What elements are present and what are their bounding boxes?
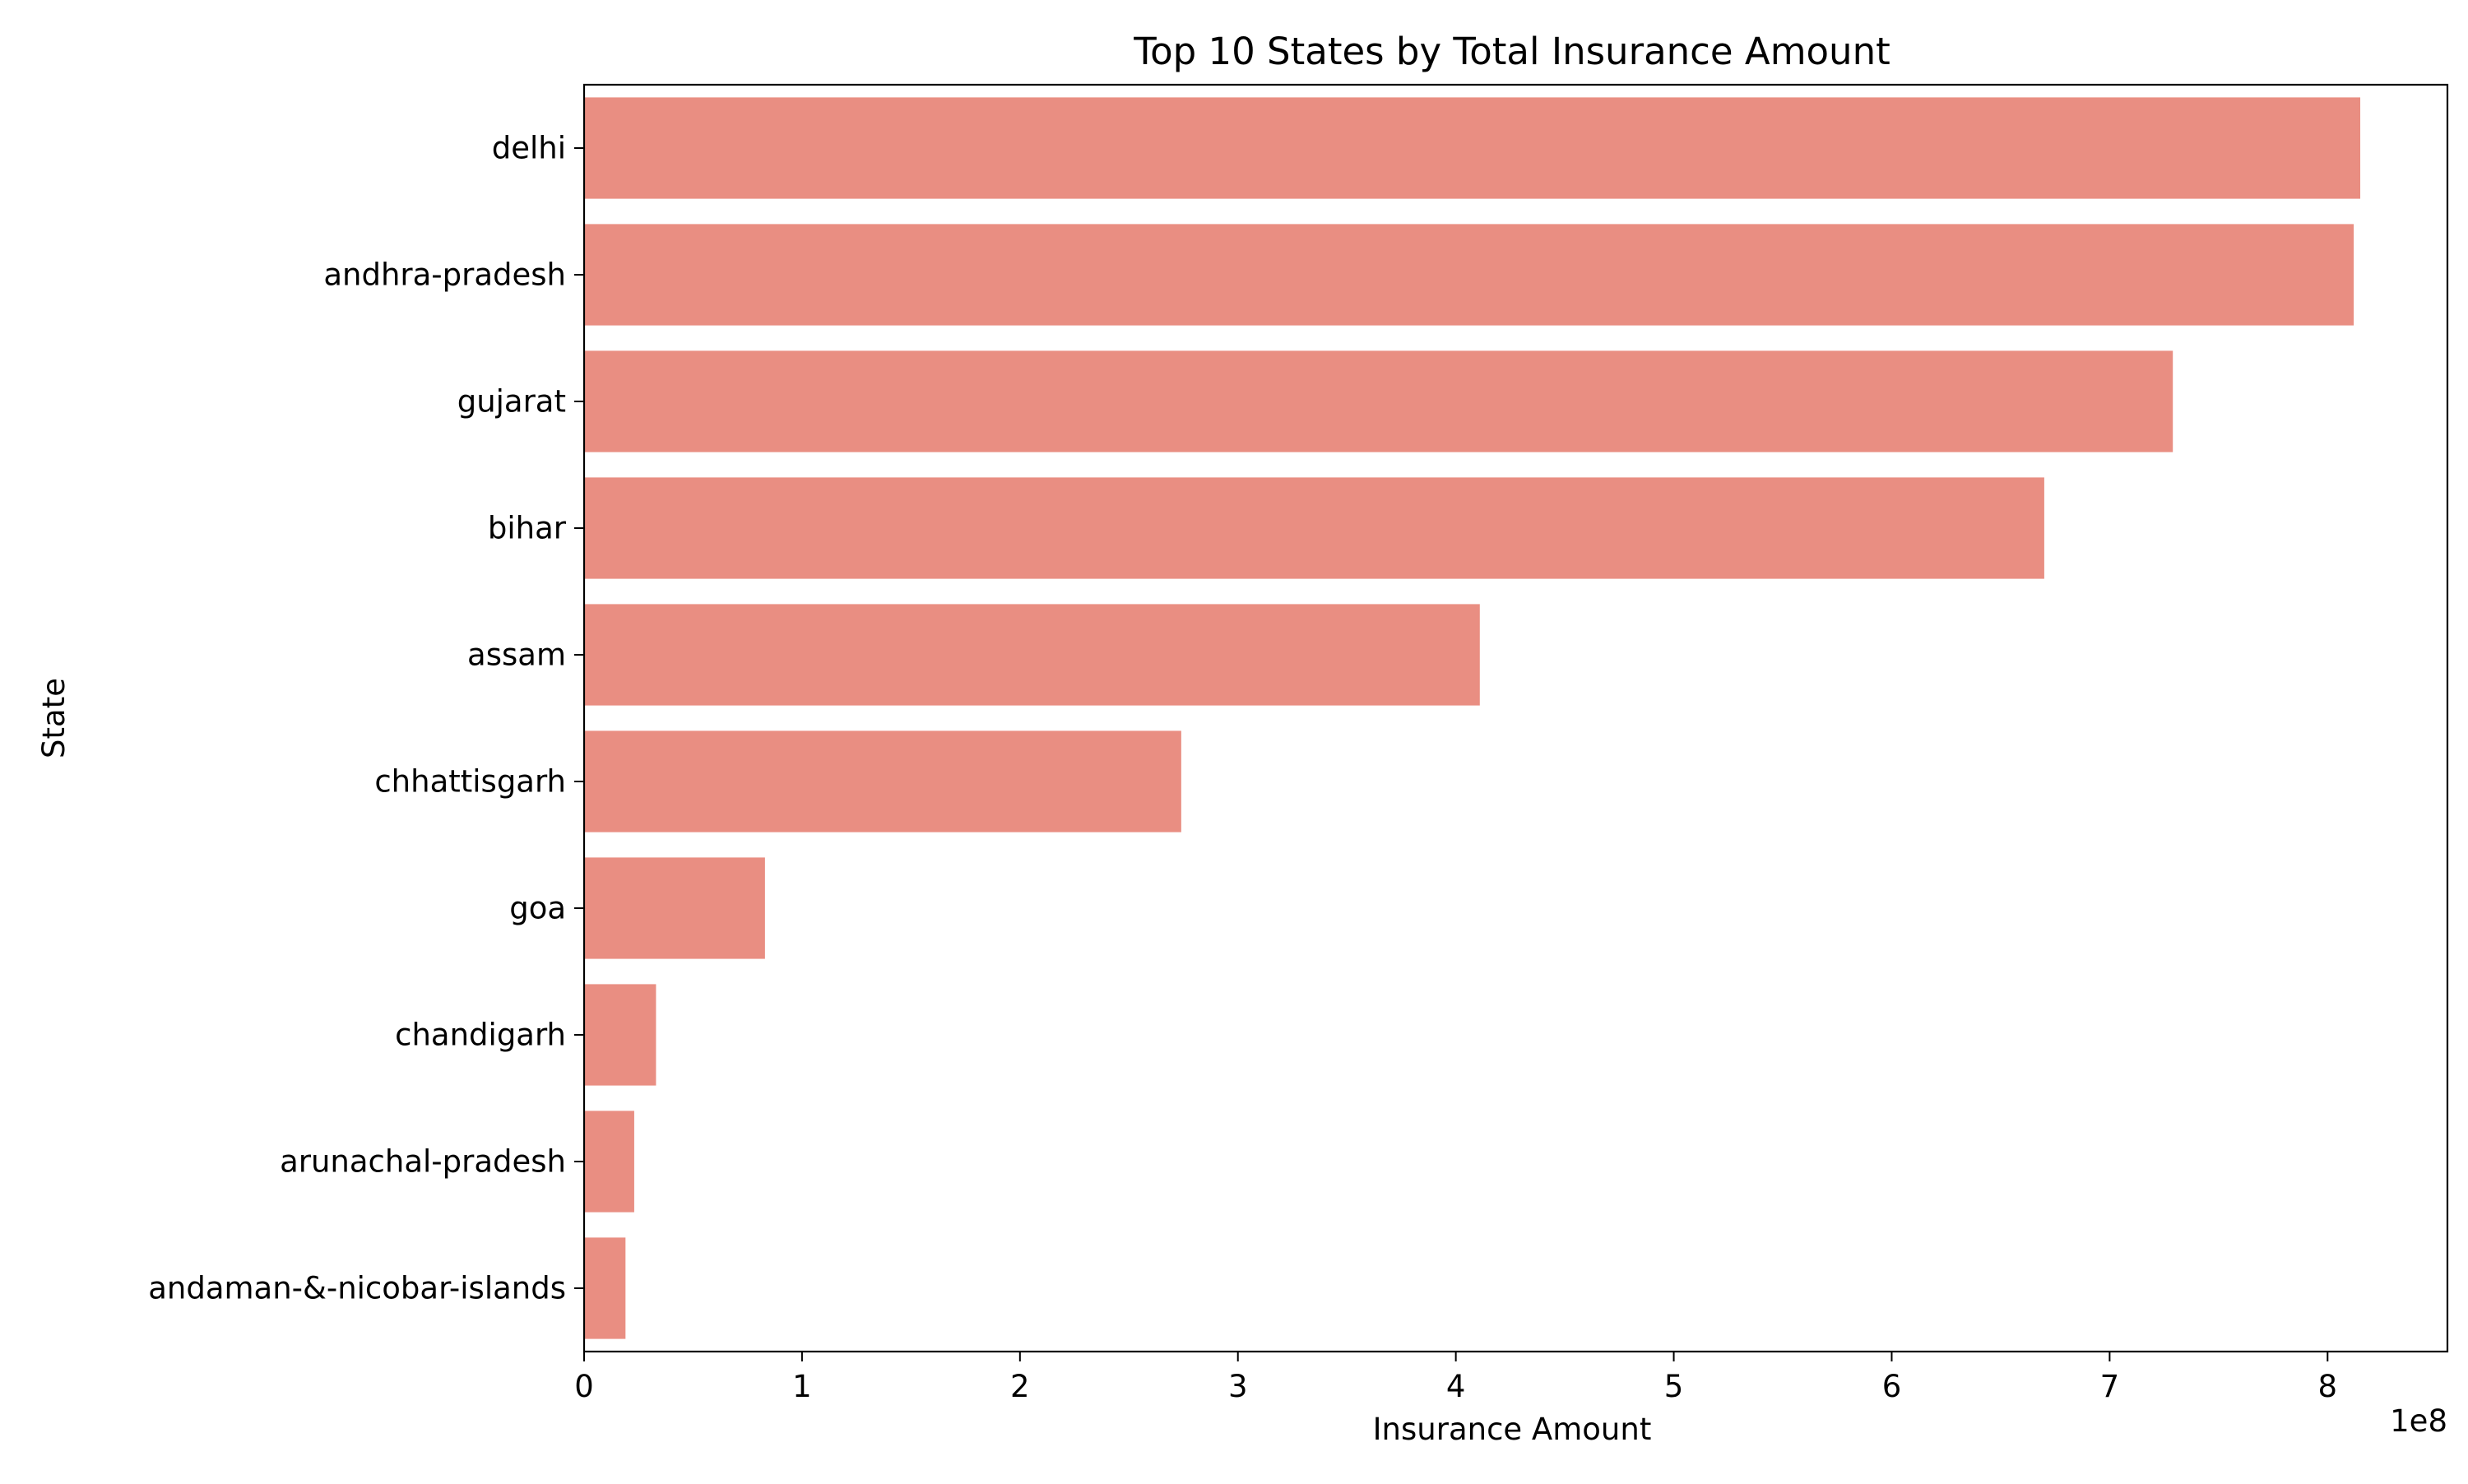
y-tick-label: andaman-&-nicobar-islands: [148, 1271, 566, 1306]
x-tick-label: 2: [1010, 1369, 1030, 1404]
x-tick-label: 4: [1446, 1369, 1466, 1404]
chart-title: Top 10 States by Total Insurance Amount: [1133, 30, 1890, 73]
x-tick-label: 6: [1882, 1369, 1902, 1404]
x-tick-label: 0: [574, 1369, 594, 1404]
y-axis-label: State: [36, 678, 72, 758]
y-tick-label: arunachal-pradesh: [280, 1144, 566, 1180]
bar-chhattisgarh: [584, 730, 1181, 832]
y-tick-label: chandigarh: [395, 1018, 566, 1053]
bar-andhra-pradesh: [584, 224, 2354, 326]
bar-chandigarh: [584, 984, 656, 1086]
y-tick-label: gujarat: [457, 384, 566, 420]
bar-delhi: [584, 97, 2361, 199]
x-axis-label: Insurance Amount: [1373, 1412, 1652, 1447]
y-tick-label: assam: [467, 638, 566, 673]
x-tick-label: 3: [1228, 1369, 1248, 1404]
bar-andaman-&-nicobar-islands: [584, 1237, 626, 1339]
y-ticks-group: delhi andhra-pradesh gujarat bihar assam chha…: [148, 131, 584, 1306]
y-tick-label: chhattisgarh: [374, 764, 566, 800]
y-tick-label: andhra-pradesh: [323, 257, 566, 293]
bar-goa: [584, 857, 765, 959]
y-tick-label: bihar: [488, 511, 567, 546]
x-axis-offset-label: 1e8: [2390, 1403, 2447, 1439]
x-tick-label: 7: [2100, 1369, 2120, 1404]
bar-gujarat: [584, 350, 2173, 452]
x-ticks-group: 0 1 2 3 4 5 6 7 8: [574, 1352, 2337, 1404]
x-tick-label: 8: [2318, 1369, 2338, 1404]
bars-group: [584, 97, 2361, 1339]
x-tick-label: 1: [792, 1369, 812, 1404]
plot-frame: [582, 83, 2449, 1353]
x-tick-label: 5: [1664, 1369, 1684, 1404]
y-tick-label: goa: [509, 891, 566, 926]
bar-arunachal-pradesh: [584, 1111, 634, 1213]
bar-assam: [584, 604, 1480, 706]
y-tick-label: delhi: [492, 131, 566, 166]
bar-bihar: [584, 477, 2044, 579]
